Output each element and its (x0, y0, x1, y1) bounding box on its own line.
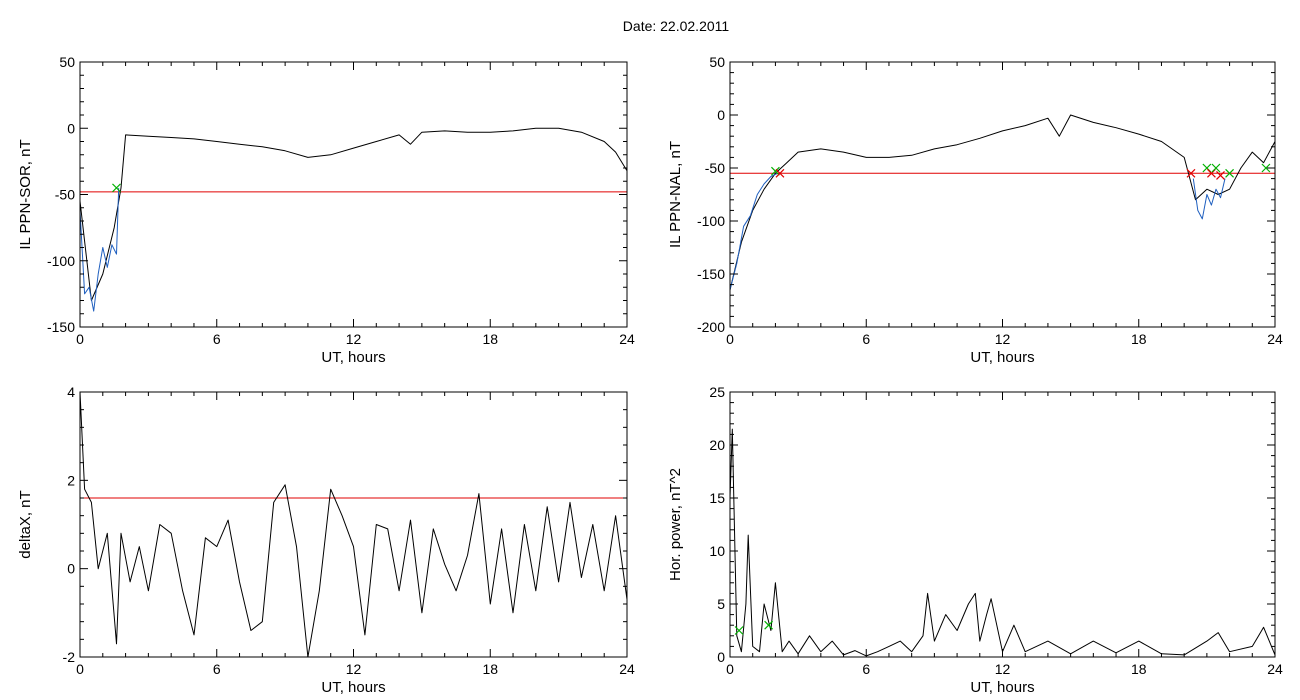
x-axis-label: UT, hours (970, 349, 1034, 366)
y-tick-label: 50 (709, 54, 725, 70)
y-tick-label: 2 (67, 472, 75, 488)
y-tick-label: 15 (709, 490, 725, 506)
x-tick-label: 18 (1131, 661, 1147, 677)
y-tick-label: -200 (697, 319, 725, 335)
y-axis-label: IL PPN-SOR, nT (17, 139, 34, 249)
y-tick-label: -50 (705, 160, 725, 176)
x-tick-label: 6 (862, 331, 870, 347)
x-tick-label: 0 (726, 661, 734, 677)
marker-1 (734, 626, 744, 635)
y-tick-label: -50 (55, 187, 75, 203)
x-tick-label: 0 (726, 331, 734, 347)
y-tick-label: 25 (709, 384, 725, 400)
x-tick-label: 24 (619, 331, 635, 347)
x-tick-label: 0 (76, 661, 84, 677)
y-axis-label: IL PPN-NAL, nT (667, 141, 684, 248)
y-tick-label: -150 (697, 266, 725, 282)
panel-1: 0 6 12 18 24 50 0 -50 -100 -150 UT, hours IL PPN-SO… (17, 54, 635, 366)
panel-2: 0 6 12 18 24 50 0 -50 -100 -150 -200 UT, hours IL PP… (667, 54, 1283, 366)
y-tick-label: 0 (67, 120, 75, 136)
x-tick-label: 12 (995, 661, 1011, 677)
series-line-1 (729, 114, 1276, 291)
y-axis-label: deltaX, nT (17, 490, 34, 558)
x-tick-label: 6 (213, 331, 221, 347)
marker-8 (1225, 168, 1235, 178)
marker-9 (1261, 163, 1271, 173)
series-line-1 (79, 127, 628, 301)
series-line-1 (729, 428, 1276, 657)
marker-7 (1216, 170, 1225, 180)
plot-frame (729, 391, 1276, 658)
y-tick-label: -100 (697, 213, 725, 229)
marker-3 (1186, 168, 1196, 178)
x-tick-label: 24 (1267, 331, 1283, 347)
series-line-2 (79, 187, 120, 312)
series-line-3 (1192, 178, 1226, 220)
y-tick-label: 0 (717, 107, 725, 123)
x-tick-label: 18 (1131, 331, 1147, 347)
x-tick-label: 18 (482, 661, 498, 677)
panel-4: 0 6 12 18 24 25 20 15 10 5 0 UT, hours Hor. power, n… (667, 384, 1283, 696)
x-tick-label: 12 (346, 331, 362, 347)
x-axis-label: UT, hours (970, 679, 1034, 696)
y-tick-label: 50 (59, 54, 75, 70)
x-tick-label: 12 (995, 331, 1011, 347)
plot-frame (729, 61, 1276, 328)
y-tick-label: 0 (717, 649, 725, 665)
x-tick-label: 24 (619, 661, 635, 677)
y-tick-label: 4 (67, 384, 75, 400)
marker-6 (1211, 163, 1221, 173)
y-tick-label: -2 (63, 649, 76, 665)
x-axis-label: UT, hours (321, 679, 385, 696)
marker-2 (775, 168, 785, 178)
marker-1 (770, 166, 780, 176)
plot-frame (79, 61, 628, 328)
series-line-1 (79, 391, 628, 658)
y-axis-label: Hor. power, nT^2 (667, 468, 684, 581)
y-tick-label: -150 (47, 319, 75, 335)
series-line-2 (729, 172, 778, 291)
x-tick-label: 12 (346, 661, 362, 677)
marker-2 (764, 620, 774, 630)
y-tick-label: 5 (717, 596, 725, 612)
y-tick-label: 20 (709, 437, 725, 453)
y-tick-label: -100 (47, 253, 75, 269)
x-tick-label: 24 (1267, 661, 1283, 677)
x-tick-label: 6 (862, 661, 870, 677)
x-tick-label: 0 (76, 331, 84, 347)
figure-title: Date: 22.02.2011 (622, 18, 730, 34)
y-tick-label: 0 (67, 561, 75, 577)
x-tick-label: 18 (482, 331, 498, 347)
x-axis-label: UT, hours (321, 349, 385, 366)
y-tick-label: 10 (709, 543, 725, 559)
x-tick-label: 6 (213, 661, 221, 677)
marker-1 (112, 183, 121, 193)
